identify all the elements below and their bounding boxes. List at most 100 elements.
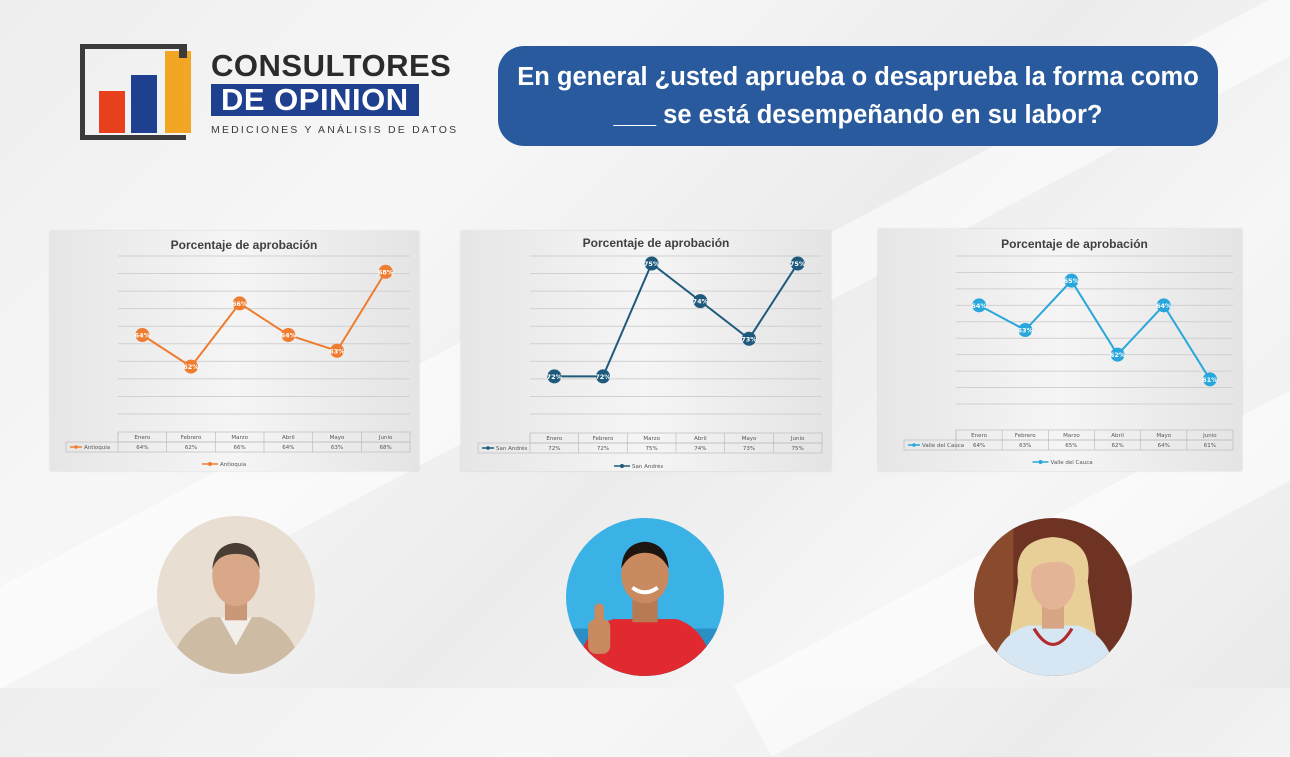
- data-point: [596, 369, 610, 384]
- data-point: [232, 296, 247, 311]
- table-category: Marzo: [231, 435, 248, 441]
- data-label: 64%: [1156, 302, 1172, 310]
- chart-title: Porcentaje de aprobación: [1001, 237, 1148, 251]
- series-line: [141, 271, 387, 368]
- data-label: 74%: [693, 298, 709, 306]
- avatar-woman-blonde: [974, 518, 1132, 676]
- table-category: Mayo: [742, 436, 757, 442]
- table-category: Mayo: [330, 435, 345, 441]
- series-line: [978, 279, 1211, 380]
- table-value: 75%: [792, 446, 804, 452]
- table-series-name: Valle del Cauca: [922, 443, 964, 449]
- data-label: 64%: [281, 332, 297, 340]
- logo-tagline: MEDICIONES Y ANÁLISIS DE DATOS: [211, 124, 459, 136]
- table-value: 64%: [136, 445, 148, 451]
- data-label: 66%: [232, 300, 248, 308]
- table-series-name: San Andrés: [496, 445, 527, 452]
- table-legend-key-marker: [486, 446, 490, 450]
- table-value: 72%: [548, 446, 560, 452]
- data-label: 64%: [971, 302, 987, 310]
- data-label: 72%: [547, 373, 563, 381]
- data-point: [330, 343, 344, 358]
- table-value: 68%: [380, 445, 392, 451]
- chart-san-andres-svg: Porcentaje de aprobación 72% 72% 75% 74% 73% 7…: [477, 236, 823, 470]
- data-label: 75%: [790, 260, 806, 268]
- data-label: 63%: [329, 347, 345, 355]
- table-value: 64%: [282, 445, 294, 451]
- legend-key-marker: [1038, 460, 1043, 464]
- table-category: Junio: [1202, 433, 1217, 439]
- data-point: [1018, 323, 1033, 337]
- table-legend-key-marker: [912, 443, 916, 447]
- data-point: [547, 369, 562, 384]
- table-value: 64%: [1158, 443, 1170, 449]
- data-label: 61%: [1202, 376, 1218, 384]
- data-point: [1156, 298, 1171, 313]
- data-point: [644, 256, 659, 271]
- data-label: 73%: [741, 335, 757, 343]
- logo-subtitle: DE OPINION: [211, 84, 419, 116]
- table-category: Febrero: [1015, 433, 1036, 439]
- brand-logo: CONSULTORES DE OPINION MEDICIONES Y ANÁL…: [80, 44, 460, 144]
- chart-title: Porcentaje de aprobación: [583, 236, 730, 250]
- table-category: Junio: [378, 435, 393, 441]
- table-value: 63%: [1019, 443, 1031, 449]
- table-category: Febrero: [593, 436, 614, 442]
- table-value-row: [477, 442, 823, 454]
- table-value: 74%: [694, 446, 706, 452]
- chart-valle-del-cauca: Porcentaje de aprobación 64% 63% 65% 62% 64% 6…: [878, 229, 1242, 471]
- table-value: 72%: [597, 446, 609, 452]
- legend-key-marker: [620, 464, 624, 468]
- chart-valle-del-cauca-svg: Porcentaje de aprobación 64% 63% 65% 62% 64% 6…: [903, 237, 1234, 466]
- data-point: [1110, 347, 1125, 362]
- table-category: Febrero: [181, 435, 202, 441]
- logo-title: CONSULTORES: [211, 48, 452, 83]
- data-point: [790, 256, 805, 271]
- table-legend-key-marker: [74, 445, 78, 449]
- data-point: [972, 298, 987, 313]
- table-value: 64%: [973, 443, 985, 449]
- table-value: 75%: [646, 446, 658, 452]
- table-category: Abril: [694, 436, 707, 442]
- data-label: 64%: [135, 332, 151, 340]
- table-value: 66%: [234, 445, 246, 451]
- data-point: [184, 359, 198, 374]
- table-category: Mayo: [1156, 433, 1171, 439]
- data-point: [281, 328, 296, 342]
- data-label: 63%: [1017, 327, 1033, 335]
- data-point: [1202, 372, 1217, 387]
- avatar-man-thumbs-up: [566, 518, 724, 676]
- logo-bar-chart-icon: [80, 44, 191, 140]
- table-category: Enero: [134, 435, 150, 441]
- chart-title: Porcentaje de aprobación: [171, 238, 318, 252]
- table-category: Marzo: [643, 436, 660, 442]
- table-category: Enero: [546, 436, 562, 442]
- series-line: [554, 261, 799, 378]
- legend-key-marker: [208, 462, 212, 466]
- table-value-row: [65, 441, 411, 453]
- table-value: 62%: [1111, 443, 1123, 449]
- data-label: 75%: [644, 260, 660, 268]
- chart-antioquia: Porcentaje de aprobación 64% 62% 66% 64% 63% 6…: [50, 231, 419, 471]
- data-point: [378, 264, 393, 279]
- table-category: Junio: [790, 436, 805, 442]
- table-category: Abril: [282, 435, 295, 441]
- table-value: 63%: [331, 445, 343, 451]
- table-category: Marzo: [1063, 433, 1080, 439]
- avatar-man-in-blazer: [157, 516, 315, 674]
- data-point: [693, 294, 708, 309]
- data-point: [1064, 273, 1079, 288]
- chart-san-andres: Porcentaje de aprobación 72% 72% 75% 74% 73% 7…: [461, 231, 831, 471]
- survey-question: En general ¿usted aprueba o desaprueba l…: [498, 46, 1218, 146]
- data-point: [135, 328, 150, 342]
- data-label: 68%: [378, 268, 394, 276]
- legend-label: Valle del Cauca: [1051, 460, 1093, 466]
- data-label: 62%: [1110, 351, 1126, 359]
- table-value-row: [903, 439, 1234, 451]
- table-value: 61%: [1204, 443, 1216, 449]
- table-value: 65%: [1065, 443, 1077, 449]
- table-value: 62%: [185, 445, 197, 451]
- legend-label: San Andrés: [632, 463, 663, 470]
- table-value: 73%: [743, 446, 755, 452]
- data-label: 72%: [595, 373, 611, 381]
